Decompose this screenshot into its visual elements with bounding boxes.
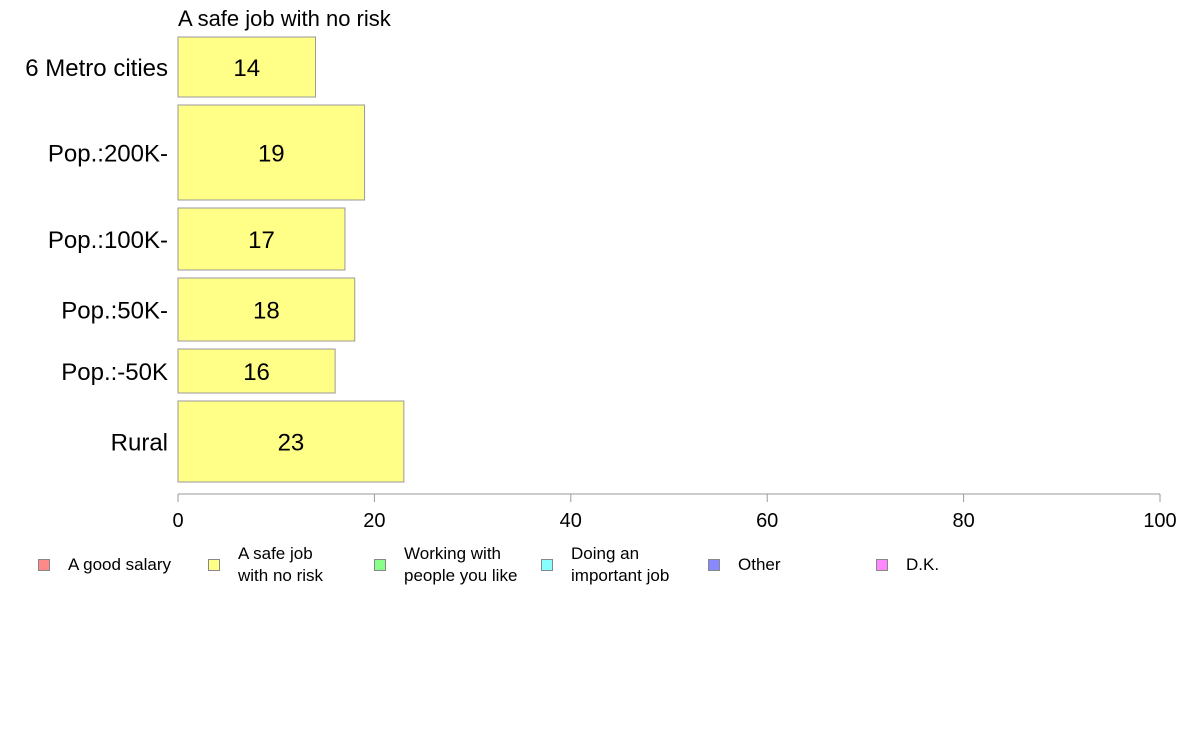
bar-value-label: 16 (243, 359, 270, 386)
legend-item: Doing an important job (541, 543, 669, 587)
x-tick-label: 100 (1143, 510, 1176, 532)
bar-0 (177, 36, 316, 98)
category-label: Pop.:100K- (48, 227, 168, 254)
legend-label: Working with people you like (404, 544, 518, 585)
x-tick-label: 0 (172, 510, 183, 532)
category-label: Pop.:50K- (61, 298, 168, 325)
bar-4 (177, 348, 336, 394)
bar-value-label: 17 (248, 227, 275, 254)
category-label: Rural (111, 430, 168, 457)
bar-value-label: 23 (278, 430, 305, 457)
legend-swatch (208, 559, 220, 571)
legend-swatch (541, 559, 553, 571)
bars-layer: 14 6 Metro cities 19 Pop.:200K- 17 Pop.:100K-… (25, 36, 405, 483)
category-label: Pop.:-50K (61, 359, 168, 386)
x-tick-label: 20 (363, 510, 385, 532)
bar-3 (177, 277, 356, 342)
legend-swatch (708, 559, 720, 571)
bar-5 (177, 400, 405, 483)
legend-item: Other (708, 543, 781, 587)
legend-item: A safe job with no risk (208, 543, 323, 587)
legend-item: A good salary (38, 543, 171, 587)
category-label: 6 Metro cities (25, 55, 168, 82)
chart-title: A safe job with no risk (178, 6, 392, 31)
legend-label: A safe job with no risk (238, 544, 324, 585)
legend-swatch (374, 559, 386, 571)
legend-label: Other (738, 555, 781, 574)
legend-swatch (38, 559, 50, 571)
bar-value-label: 14 (233, 55, 260, 82)
x-tick-label: 40 (560, 510, 582, 532)
legend-swatch (876, 559, 888, 571)
bar-value-label: 19 (258, 141, 285, 168)
category-label: Pop.:200K- (48, 141, 168, 168)
legend-label: Doing an important job (571, 544, 670, 585)
legend: A good salary A safe job with no risk Work… (38, 543, 1168, 593)
legend-label: A good salary (68, 555, 172, 574)
legend-item: D.K. (876, 543, 939, 587)
x-tick-label: 60 (756, 510, 778, 532)
bar-value-label: 18 (253, 298, 280, 325)
bar-1 (177, 104, 366, 201)
x-tick-label: 80 (952, 510, 974, 532)
legend-item: Working with people you like (374, 543, 517, 587)
bar-2 (177, 207, 346, 271)
legend-label: D.K. (906, 555, 940, 574)
x-axis: 0 20 40 60 80 100 (172, 493, 1177, 532)
